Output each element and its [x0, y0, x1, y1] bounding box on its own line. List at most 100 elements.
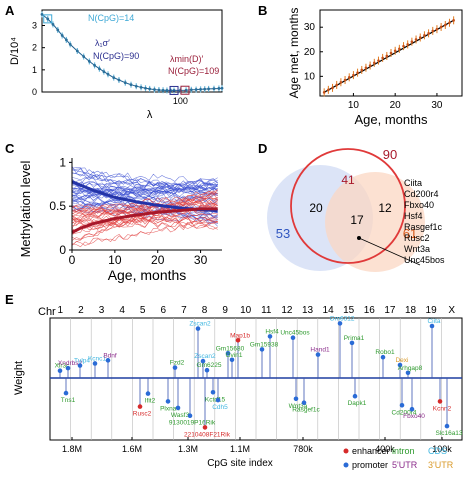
panel-b-frame [319, 9, 463, 97]
panel-label-b: B [258, 3, 268, 18]
panel-e-legend-marker [343, 462, 349, 468]
panel-e-gene-label: Cdh5 [212, 404, 228, 411]
panel-e-gene-label: Wasf3 [171, 412, 190, 419]
panel-e-chr-tick-label: 16 [364, 305, 376, 316]
panel-a-marker-90 [169, 85, 179, 95]
venn-region-label: 20 [309, 201, 323, 215]
panel-b-point [452, 19, 455, 22]
panel-e-chr-tick-label: 5 [140, 305, 146, 316]
panel-c-trace [71, 194, 218, 221]
panel-c-xlabel: Age, months [108, 267, 187, 283]
panel-c-trace [71, 215, 218, 223]
panel-e-gene-label: Fbxo40 [403, 413, 425, 420]
panel-e-point [267, 334, 273, 339]
venn-gene-label: Unc45bos [404, 255, 445, 265]
panel-c-trace [71, 183, 218, 206]
panel-e-chr-tick-label: 15 [343, 305, 355, 316]
panel-e-point [293, 396, 299, 402]
panel-a-point [148, 87, 152, 91]
panel-b-point [360, 68, 364, 72]
panel-e-chr-label: Chr [38, 306, 56, 318]
panel-e-gene-label: Zscan2 [194, 353, 216, 360]
panel-c-trace [71, 220, 218, 229]
panel-e-point [195, 326, 201, 331]
panel-c-trace [71, 206, 218, 220]
panel-b-point [406, 43, 410, 46]
panel-a-point [153, 88, 156, 91]
panel-c-trace [71, 190, 218, 214]
panel-b-point [410, 40, 414, 43]
panel-b-point [427, 32, 430, 35]
panel-e-point [429, 323, 435, 329]
venn-gene-label: Hsf4 [404, 211, 423, 221]
panel-c-trace [71, 191, 218, 204]
panel-e-gene-label: Kcnc1 [88, 355, 106, 362]
panel-e-point [352, 393, 358, 399]
panel-e-ylabel: Weight [13, 361, 25, 395]
panel-e-gene-label: Unc45bos [280, 330, 310, 337]
panel-e-gene-label: Gm15680 [216, 345, 245, 352]
panel-a-annotation: N(CpG)=90 [93, 51, 139, 61]
venn-circle-61 [325, 172, 425, 272]
panel-e-point [235, 338, 241, 343]
panel-b-ytick-label: 30 [304, 22, 316, 33]
panel-e-chr-tick-label: 3 [99, 305, 105, 316]
panel-b-point [431, 29, 435, 33]
panel-b-point [335, 83, 339, 87]
panel-e-chr-tick-label: X [448, 305, 455, 316]
panel-a-xlabel: λ [147, 109, 153, 121]
panel-a-ytick-label: 2 [32, 43, 37, 53]
panel-label-a: A [5, 3, 15, 18]
panel-e-point [175, 405, 181, 411]
panel-e-point [229, 357, 235, 363]
panel-e-chr-tick-label: 2 [78, 305, 84, 316]
panel-e-gene-label: Hsf4 [265, 328, 279, 335]
panel-e-xtick-label: 780k [293, 444, 313, 454]
panel-e-gene-label: Bdnf [103, 352, 117, 359]
panel-c-trace [71, 221, 218, 246]
panel-e-point [215, 397, 221, 403]
panel-a-point [123, 81, 127, 85]
panel-e-legend-marker [343, 448, 349, 454]
panel-e-xlabel: CpG site index [207, 458, 273, 469]
panel-c-trace [71, 181, 218, 190]
panel-e-chr-tick-label: 10 [240, 305, 252, 316]
panel-e-legend-label: promoter [352, 460, 388, 470]
panel-e-xtick-label: 400k [375, 444, 395, 454]
panel-b-point [364, 66, 368, 70]
panel-e-point [57, 368, 63, 374]
panel-e-point [399, 403, 405, 408]
panel-e-point [105, 358, 111, 363]
panel-b-point [356, 71, 359, 74]
venn-set-label: 61 [403, 226, 417, 241]
panel-c-ytick-label: 0 [59, 243, 66, 257]
panel-e-chr-tick-label: 19 [426, 305, 438, 316]
panel-e-chr-tick-label: 8 [202, 305, 208, 316]
panel-e-gene-label: Zscan2 [189, 321, 211, 328]
panel-e-chr-tick-label: 6 [161, 305, 167, 316]
panel-e-point [65, 365, 71, 371]
panel-e-gene-label: 9130019P16Rik [169, 420, 216, 427]
venn-region-label: 41 [341, 173, 355, 187]
panel-b-point [435, 27, 439, 31]
panel-a-point [60, 34, 64, 37]
panel-e-gene-label: Prima1 [344, 335, 365, 342]
panel-b-ytick-label: 10 [304, 71, 316, 82]
panel-c-trace [71, 217, 218, 226]
venn-set-label: 90 [383, 147, 397, 162]
venn-region-label: 17 [350, 213, 364, 227]
panel-c-xtick-label: 0 [69, 253, 76, 267]
panel-e-point [77, 363, 83, 368]
panel-e-point [187, 413, 193, 419]
panel-e-gene-label: Dexi [395, 357, 408, 364]
panel-a-point [139, 85, 143, 89]
panel-e-point [301, 400, 307, 406]
panel-label-d: D [258, 141, 268, 156]
panel-e-gene-label: Xlr3c [55, 363, 71, 370]
panel-b-xtick-label: 20 [390, 100, 402, 111]
panel-a-annotation: N(CpG)=109 [168, 66, 219, 76]
panel-c-trace [71, 180, 218, 189]
panel-a-point [161, 88, 165, 92]
panel-e-gene-label: Gm6225 [197, 362, 222, 369]
panel-c-mean-line [71, 207, 218, 234]
